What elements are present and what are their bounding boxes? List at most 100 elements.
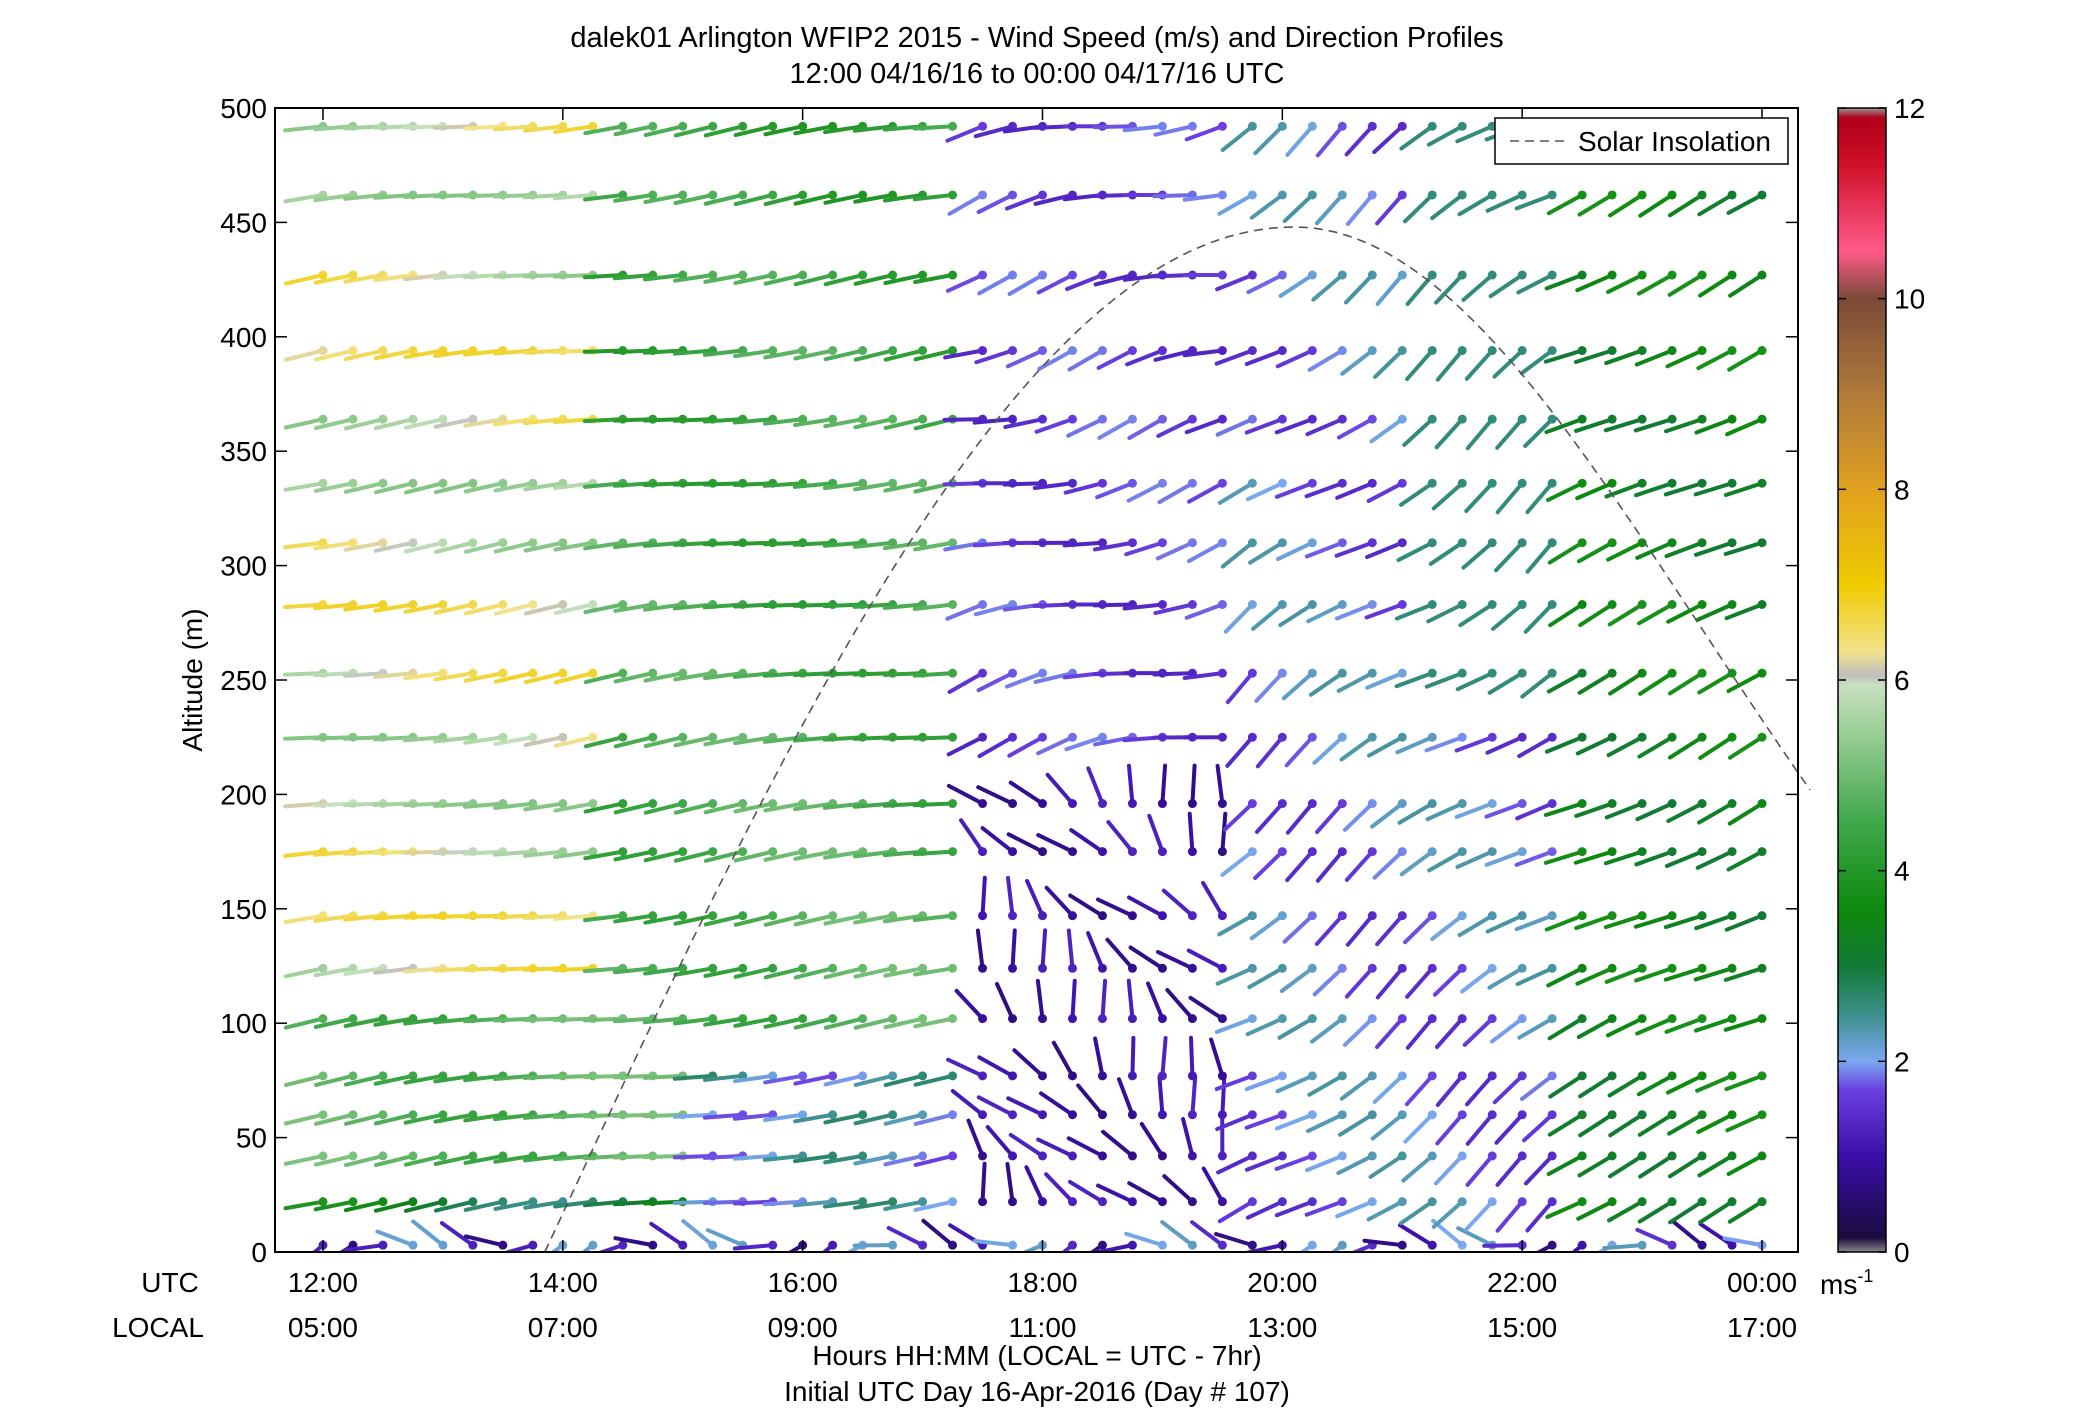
wind-barb (1181, 1117, 1197, 1161)
wind-barb-shaft (1062, 540, 1105, 548)
wind-barb-shaft (1455, 124, 1495, 144)
wind-barb-dot (1547, 668, 1557, 678)
wind-barb-dot (1547, 1110, 1557, 1120)
wind-barb-dot (618, 121, 628, 131)
wind-barb-dot (1067, 1197, 1077, 1207)
wind-barb-shaft (1070, 978, 1077, 1021)
wind-barb-shaft (702, 417, 745, 424)
wind-barb (1723, 478, 1767, 498)
wind-barb (1214, 1071, 1257, 1092)
wind-barb-shaft (985, 1125, 1015, 1158)
wind-barb (1340, 346, 1377, 376)
wind-barb-dot (1247, 911, 1257, 921)
wind-barb-shaft (732, 481, 775, 488)
wind-barb (523, 668, 568, 685)
wind-barb-dot (1577, 799, 1587, 809)
wind-barb (1664, 1014, 1707, 1034)
wind-barb-dot (1187, 1014, 1197, 1024)
wind-barb-dot (1487, 1014, 1497, 1024)
wind-barb-shaft (550, 1243, 565, 1252)
wind-barb (553, 599, 598, 615)
wind-barb-dot (738, 121, 748, 131)
wind-barb-dot (1367, 911, 1377, 921)
wind-barb-shaft (1304, 540, 1345, 559)
wind-barb-shaft (374, 1153, 415, 1168)
wind-barb (1315, 121, 1347, 158)
wind-barb (1723, 538, 1767, 556)
wind-barb-shaft (763, 1112, 805, 1123)
wind-barb-dot (1217, 599, 1227, 609)
wind-barb-dot (1157, 346, 1167, 356)
wind-barb-shaft (1608, 1153, 1645, 1179)
wind-barb (283, 1110, 328, 1126)
wind-barb-shaft (822, 801, 865, 810)
wind-barb (1670, 1219, 1707, 1250)
wind-barb-dot (1637, 599, 1647, 609)
wind-barb (433, 1197, 478, 1213)
wind-barb (1697, 190, 1737, 217)
wind-barb-shaft (1461, 540, 1495, 570)
wind-barb (1543, 847, 1587, 865)
wind-barb-shaft (1465, 417, 1495, 451)
wind-barb-shaft (283, 849, 325, 858)
wind-barb-shaft (1063, 481, 1105, 495)
wind-barb-dot (1157, 1151, 1167, 1161)
wind-barb-shaft (1125, 348, 1165, 367)
wind-barb-shaft (1546, 481, 1585, 503)
wind-barb (523, 799, 568, 812)
wind-barb-dot (1097, 963, 1107, 973)
wind-barb-shaft (1514, 192, 1555, 211)
wind-barb-shaft (1663, 481, 1705, 497)
wind-barb-dot (1577, 414, 1587, 424)
wind-barb-shaft (523, 735, 565, 748)
wind-barb-shaft (1665, 348, 1705, 369)
wind-barb (1097, 978, 1108, 1024)
wind-barb-dot (1008, 963, 1018, 973)
wind-barb-shaft (1603, 913, 1645, 930)
wind-barb-shaft (1365, 540, 1405, 560)
wind-barb-shaft (1187, 540, 1225, 564)
wind-barb-shaft (954, 988, 985, 1021)
wind-barb-shaft (883, 273, 925, 286)
wind-barb (1723, 963, 1767, 982)
wind-barb (553, 799, 598, 813)
wind-barb-shaft (1608, 1112, 1645, 1138)
wind-barb-shaft (912, 124, 955, 131)
wind-barb-shaft (1044, 885, 1075, 918)
wind-barb-shaft (733, 735, 775, 746)
wind-barb-shaft (1494, 540, 1525, 573)
wind-barb-shaft (1161, 888, 1195, 918)
wind-barb-shaft (912, 671, 955, 678)
wind-barb-shaft (1697, 1153, 1735, 1178)
wind-barb-dot (828, 1151, 838, 1161)
wind-barb (523, 732, 568, 748)
wind-barb-shaft (1285, 849, 1315, 883)
wind-barb-dot (1097, 1197, 1107, 1207)
wind-barb-dot (1427, 1071, 1437, 1081)
wind-barb (1034, 414, 1077, 434)
wind-barb-dot (1517, 1197, 1527, 1207)
wind-barb-shaft (703, 913, 745, 927)
wind-barb-shaft (823, 966, 865, 980)
wind-barb-shaft (463, 1073, 505, 1083)
wind-barb-shaft (1604, 801, 1645, 820)
wind-barb (433, 668, 478, 682)
wind-barb-shaft (1188, 995, 1225, 1021)
wind-barb (1187, 1035, 1197, 1081)
wind-barb-dot (1127, 847, 1137, 857)
wind-barb-dot (438, 668, 448, 678)
wind-barb (823, 1151, 868, 1165)
wind-barb-dot (318, 414, 328, 424)
wind-barb-shaft (1220, 124, 1255, 153)
wind-barb-dot (408, 538, 418, 548)
wind-barb-dot (798, 270, 808, 280)
wind-barb (1434, 1014, 1467, 1050)
wind-barb (583, 847, 628, 861)
wind-barb-dot (1487, 190, 1497, 200)
wind-barb-dot (1367, 1110, 1377, 1120)
wind-barb-shaft (1544, 735, 1585, 754)
wind-barb-dot (1697, 799, 1707, 809)
wind-barb-dot (528, 1240, 538, 1250)
wind-barb-dot (918, 1110, 928, 1120)
wind-barb (1638, 668, 1677, 696)
